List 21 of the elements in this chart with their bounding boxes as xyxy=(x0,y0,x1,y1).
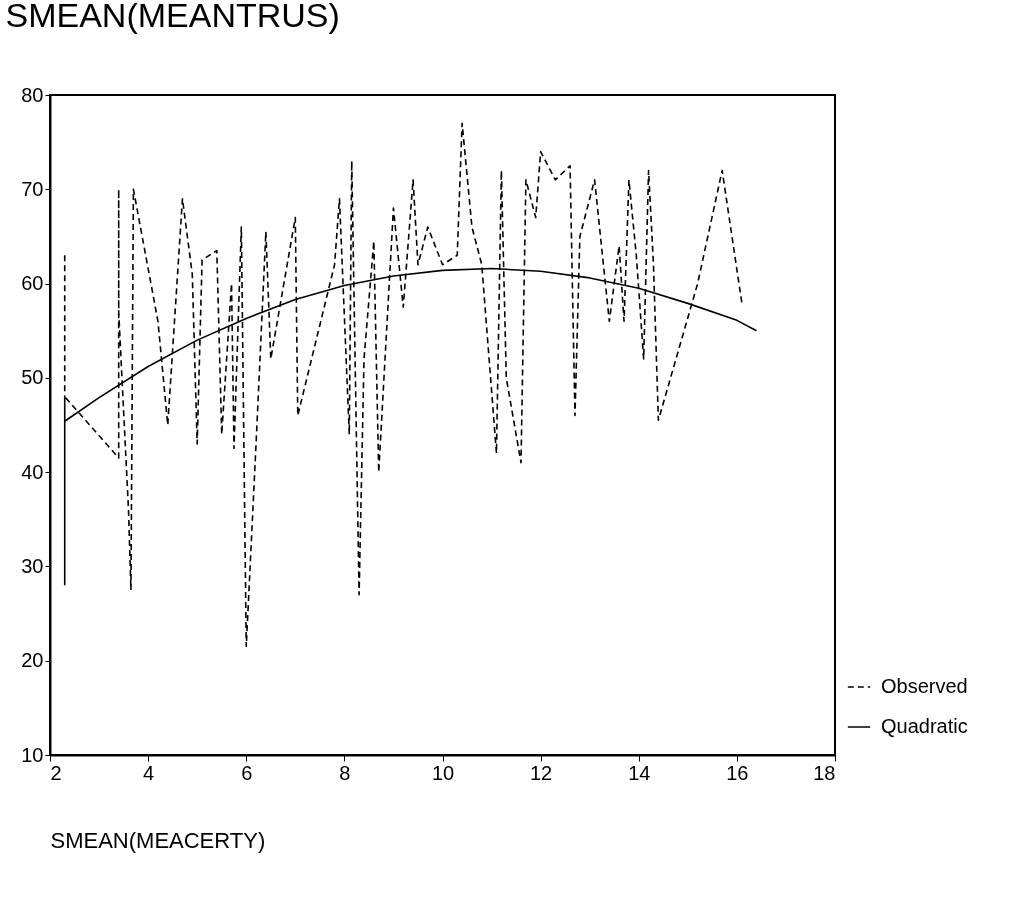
y-tick-label: 30 xyxy=(21,554,44,577)
x-tick-label: 12 xyxy=(530,761,553,784)
x-tick-label: 8 xyxy=(339,761,351,784)
x-tick-label: 18 xyxy=(813,761,836,784)
x-tick-label: 2 xyxy=(50,761,62,784)
y-tick-label: 20 xyxy=(21,649,44,672)
y-tick-label: 70 xyxy=(21,177,44,200)
y-tick-label: 60 xyxy=(21,272,44,295)
x-tick-label: 6 xyxy=(241,761,253,784)
x-tick-label: 4 xyxy=(143,761,155,784)
x-axis-title: SMEAN(MEACERTY) xyxy=(50,827,266,853)
y-tick-label: 10 xyxy=(21,743,44,766)
x-tick-label: 10 xyxy=(431,761,455,784)
y-tick-label: 50 xyxy=(21,366,44,389)
legend-label: Observed xyxy=(881,675,968,697)
y-tick-label: 80 xyxy=(21,83,44,106)
y-axis-title: SMEAN(MEANTRUS) xyxy=(5,0,340,34)
y-tick-label: 40 xyxy=(21,460,44,483)
x-tick-label: 14 xyxy=(628,761,651,784)
legend-label: Quadratic xyxy=(881,715,968,737)
x-tick-label: 16 xyxy=(726,761,749,784)
